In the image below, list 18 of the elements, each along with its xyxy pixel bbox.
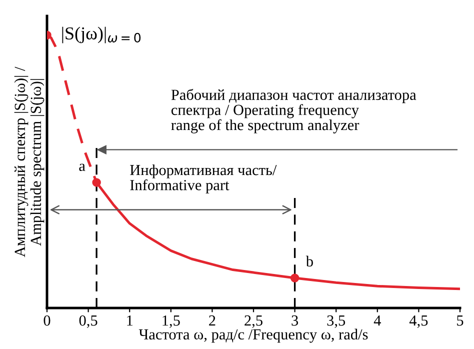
x-tick-label: 5	[457, 316, 464, 326]
x-tick-label: 3	[292, 315, 298, 326]
annotation: Информативная часть/ Informative part	[130, 164, 277, 194]
x-tick-label: 2	[209, 315, 216, 326]
x-tick-label: 1	[127, 315, 133, 326]
x-axis-title: Частота ω, рад/с /Frequency ω, rad/s	[138, 328, 368, 343]
x-tick-label: 2,5	[244, 315, 262, 328]
x-tick-label: 4,5	[409, 315, 428, 328]
x-tick-label: 0	[44, 315, 50, 326]
annotation: a	[79, 164, 86, 172]
x-tick-label: 0,5	[79, 315, 98, 328]
annotation: |S(jω)|$_{ω=0}$	[62, 26, 141, 44]
y-axis-title: Амплитудный спектр |S(jω)| / Amplitude spectrum |S(jω)|	[14, 66, 44, 258]
x-tick-label: 1,5	[162, 315, 180, 328]
x-tick-label: 3,5	[327, 315, 346, 328]
annotation: b	[306, 256, 313, 267]
annotation: Рабочий диапазон частот анализатора спектра / Operating frequency range of the spectrum analyzer	[171, 88, 416, 134]
x-tick-label: 4	[374, 315, 381, 326]
